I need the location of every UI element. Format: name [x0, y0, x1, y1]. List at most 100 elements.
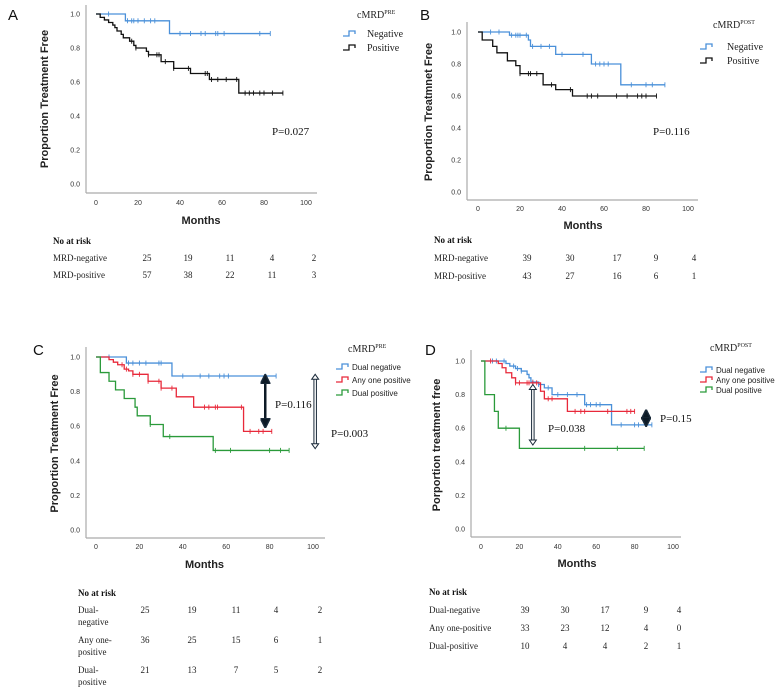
risk-table-row-label: negative [78, 617, 109, 627]
risk-table-value: 22 [226, 270, 235, 280]
y-tick-label: 0.0 [455, 527, 465, 534]
y-tick-label: 1.0 [455, 359, 465, 366]
legend-label: Dual positive [716, 386, 762, 395]
km-panel-d: D0 20 40 60 80 1000.00.20.40.60.81.0MonthsPor… [425, 342, 775, 651]
y-tick-label: 0.2 [70, 148, 80, 155]
risk-table-row-label: MRD-negative [53, 253, 107, 263]
risk-table-value: 25 [143, 253, 153, 263]
x-tick-label: 100 [300, 200, 312, 207]
legend-label: Any one positive [716, 376, 775, 385]
x-tick-label: 40 [558, 206, 566, 213]
y-tick-label: 0.4 [455, 459, 465, 466]
risk-table-row-label: Any one-positive [429, 623, 491, 633]
panel-letter: D [425, 342, 436, 359]
risk-table-row-label: MRD-negative [434, 253, 488, 263]
x-tick-label: 80 [631, 544, 639, 551]
risk-table-value: 4 [563, 641, 568, 651]
legend-swatch-icon [343, 30, 356, 37]
risk-table-row-label: Dual- [78, 605, 99, 615]
x-axis-title: Months [557, 558, 596, 570]
x-tick-label: 20 [134, 200, 142, 207]
y-tick-label: 0.2 [451, 158, 461, 165]
y-axis-title: Proportion Treatment Free [39, 30, 51, 168]
risk-table-row-label: Dual-positive [429, 641, 478, 651]
risk-table-value: 15 [232, 635, 242, 645]
legend-swatch-icon [700, 57, 713, 64]
legend-label: Any one positive [352, 376, 411, 385]
risk-table-value: 17 [613, 253, 623, 263]
x-tick-label: 20 [136, 544, 144, 551]
risk-table-row-label: Dual-negative [429, 605, 480, 615]
y-tick-label: 1.0 [70, 12, 80, 19]
legend-swatch-icon [700, 366, 713, 373]
arrowhead-down-icon [310, 443, 320, 450]
km-panel-c: C 0 20 40 60 80 100 0.0 0.2 0.4 0.6 0.8 1.0 Months Pro… [33, 342, 411, 687]
y-axis-title: Proportion Treatment Free [49, 374, 61, 512]
x-tick-label: 0 [479, 544, 483, 551]
legend-swatch-icon [336, 376, 349, 383]
legend-label: Dual negative [716, 366, 765, 375]
y-tick-label: 0.8 [451, 62, 461, 69]
x-tick-label: 0 [94, 544, 98, 551]
risk-table-value: 9 [644, 605, 649, 615]
x-tick-label: 60 [600, 206, 608, 213]
risk-table-value: 33 [521, 623, 531, 633]
risk-table-row-label: MRD-positive [434, 271, 486, 281]
y-tick-label: 0.8 [455, 392, 465, 399]
risk-table-row-label: Any one- [78, 635, 112, 645]
x-tick-label: 40 [554, 544, 562, 551]
y-tick-label: 0.4 [70, 458, 80, 465]
y-tick-label: 1.0 [70, 355, 80, 362]
risk-table-value: 36 [141, 635, 151, 645]
x-tick-label: 20 [516, 206, 524, 213]
y-tick-label: 0.8 [70, 389, 80, 396]
km-curve-positive [478, 31, 657, 97]
x-tick-label: 40 [179, 544, 187, 551]
panel-letter: C [33, 342, 44, 359]
y-tick-label: 1.0 [451, 30, 461, 37]
legend-label: Negative [727, 42, 764, 53]
risk-table-value: 4 [692, 253, 697, 263]
risk-table-value: 27 [566, 271, 576, 281]
panel-letter: B [420, 7, 430, 24]
km-panel-b: B 0 20 40 60 80 100 0.0 0.2 0.4 0.6 0.8 1.0 Months Pro… [420, 7, 764, 281]
y-tick-label: 0.0 [451, 190, 461, 197]
x-tick-label: 100 [307, 544, 319, 551]
x-tick-label: 80 [266, 544, 274, 551]
legend-label: Positive [367, 43, 400, 54]
legend-title: cMRDPRE [357, 10, 396, 21]
y-axis-title: Porportion treatment free [431, 379, 443, 512]
risk-table-value: 11 [226, 253, 235, 263]
p-value-label: P=0.003 [331, 428, 369, 440]
x-tick-label: 40 [176, 200, 184, 207]
x-tick-label: 60 [218, 200, 226, 207]
risk-table-header: No at risk [434, 235, 472, 245]
x-tick-label: 80 [642, 206, 650, 213]
x-tick-label: 0 [476, 206, 480, 213]
risk-table-value: 39 [523, 253, 533, 263]
risk-table-value: 0 [677, 623, 682, 633]
panel-letter: A [8, 7, 18, 24]
arrowhead-down-icon [528, 439, 538, 446]
x-axis-title: Months [563, 220, 602, 232]
risk-table-value: 4 [677, 605, 682, 615]
risk-table-value: 30 [561, 605, 571, 615]
risk-table-value: 4 [270, 253, 275, 263]
risk-table-value: 39 [521, 605, 531, 615]
legend-label: Positive [727, 56, 760, 67]
y-tick-label: 0.2 [455, 493, 465, 500]
risk-table-value: 17 [601, 605, 611, 615]
risk-table-value: 6 [654, 271, 659, 281]
km-curve-any-one-positive [96, 356, 272, 433]
x-tick-label: 100 [667, 544, 679, 551]
risk-table-value: 9 [654, 253, 659, 263]
legend-swatch-icon [700, 43, 713, 50]
legend-title: cMRDPRE [348, 344, 387, 355]
risk-table-value: 4 [644, 623, 649, 633]
risk-table-value: 13 [188, 665, 198, 675]
risk-table-value: 2 [644, 641, 649, 651]
y-tick-label: 0.0 [70, 528, 80, 535]
x-tick-label: 20 [516, 544, 524, 551]
km-curve-dual-negative [481, 360, 652, 426]
risk-table-value: 38 [184, 270, 194, 280]
